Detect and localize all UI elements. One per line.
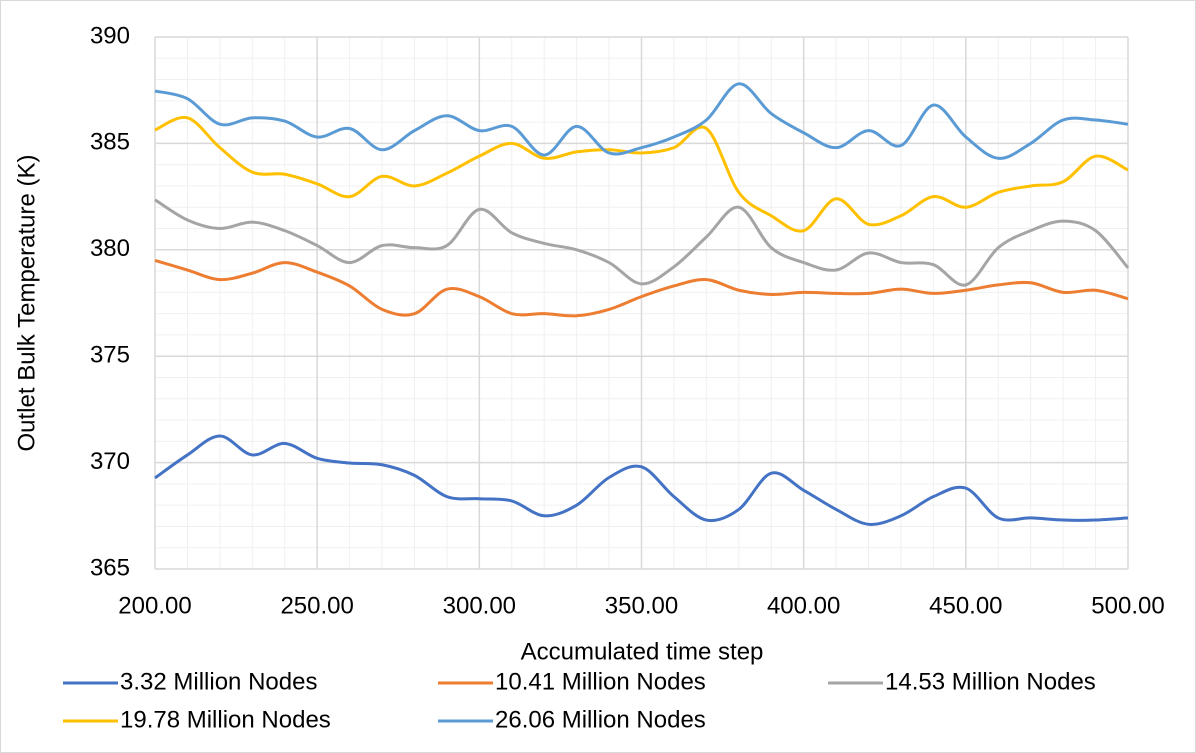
series-line [154, 82, 1129, 160]
legend-label: 26.06 Million Nodes [495, 706, 706, 733]
y-tick-label: 380 [90, 235, 130, 262]
y-tick-label: 375 [90, 342, 130, 369]
x-axis-label: Accumulated time step [521, 638, 764, 665]
grid [154, 36, 1129, 570]
series-line [154, 434, 1129, 526]
x-tick-label: 450.00 [929, 592, 1002, 619]
series-line [154, 259, 1129, 318]
y-tick-label: 390 [90, 22, 130, 49]
x-tick-label: 350.00 [605, 592, 678, 619]
legend-label: 3.32 Million Nodes [120, 668, 317, 695]
series-line [154, 115, 1129, 233]
series-line [154, 198, 1130, 287]
legend-label: 14.53 Million Nodes [885, 668, 1096, 695]
x-tick-label: 200.00 [118, 592, 191, 619]
x-tick-label: 500.00 [1091, 592, 1164, 619]
y-tick-label: 365 [90, 554, 130, 581]
x-tick-label: 250.00 [280, 592, 353, 619]
x-tick-label: 300.00 [443, 592, 516, 619]
legend-label: 10.41 Million Nodes [495, 668, 706, 695]
x-tick-label: 400.00 [767, 592, 840, 619]
plot [154, 82, 1130, 526]
y-tick-label: 385 [90, 129, 130, 156]
legend: 3.32 Million Nodes 10.41 Million Nodes 14.… [63, 668, 1096, 733]
y-tick-label: 370 [90, 448, 130, 475]
y-axis-label: Outlet Bulk Temperature (K) [13, 154, 40, 451]
legend-label: 19.78 Million Nodes [120, 706, 331, 733]
